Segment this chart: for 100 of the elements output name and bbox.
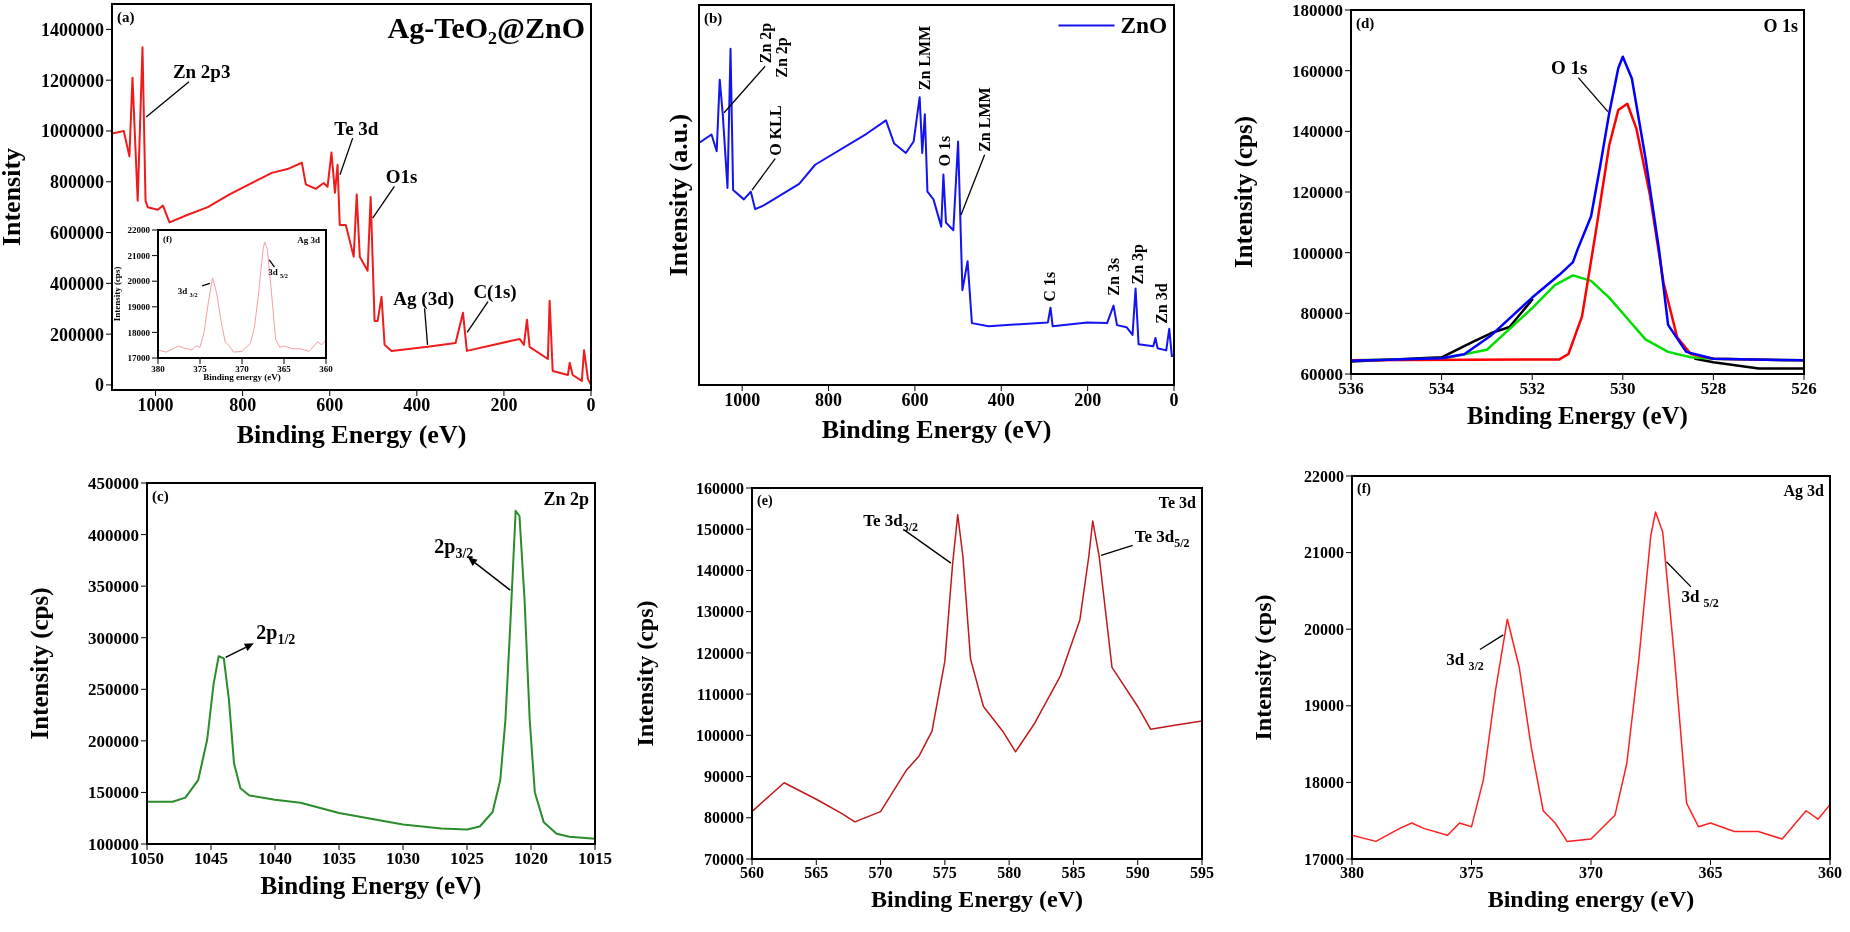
- x-tick-label: 595: [1190, 864, 1214, 882]
- x-tick-label: 800: [815, 389, 843, 410]
- y-tick-label: 80000: [1300, 304, 1343, 324]
- y-tick-label: 300000: [88, 628, 139, 648]
- x-axis-title: Binding Energy (eV): [236, 419, 467, 449]
- y-tick-label: 21000: [127, 250, 151, 261]
- x-tick-label: 600: [316, 394, 344, 415]
- y-tick-label: 80000: [704, 809, 744, 827]
- x-tick-label: 1030: [386, 849, 420, 869]
- y-tick-label: 18000: [1304, 774, 1344, 792]
- annotation: Te 3d$_{5/2}$: [1134, 526, 1190, 551]
- x-tick-label: 600: [901, 389, 929, 410]
- x-tick-label: 400: [987, 389, 1015, 410]
- x-tick-label: 565: [804, 864, 829, 882]
- y-tick-label: 1000000: [41, 121, 104, 142]
- annotation: Zn 3s: [1104, 257, 1122, 296]
- x-tick-label: 580: [997, 864, 1022, 882]
- line-series: [1351, 55, 1804, 362]
- x-tick-label: 370: [1579, 864, 1603, 882]
- x-tick-label: 800: [229, 394, 257, 415]
- annotation: (e): [757, 493, 773, 509]
- x-tick-label: 370: [235, 364, 250, 375]
- y-tick-label: 140000: [1292, 122, 1343, 142]
- y-tick-label: 20000: [127, 276, 151, 287]
- y-tick-label: 450000: [88, 474, 139, 494]
- y-axis-title: Intensity: [0, 147, 27, 247]
- y-tick-label: 350000: [88, 577, 139, 597]
- y-tick-label: 20000: [1304, 620, 1344, 638]
- y-axis-title: Intensity (cps): [632, 600, 659, 747]
- x-tick-label: 530: [1610, 379, 1636, 399]
- y-tick-label: 90000: [704, 768, 744, 786]
- y-tick-label: 800000: [50, 172, 104, 193]
- y-tick-label: 19000: [1304, 697, 1344, 715]
- x-tick-label: 1040: [258, 849, 292, 869]
- annotation: Zn 3p: [1128, 243, 1147, 285]
- annotation: (f): [1357, 481, 1372, 497]
- x-axis-title: Binding energy (eV): [1487, 885, 1695, 912]
- chart-title: Zn 2p: [543, 489, 589, 509]
- x-tick-label: 528: [1700, 379, 1727, 399]
- x-axis-title: Binding energy (eV): [203, 372, 281, 383]
- y-tick-label: 22000: [127, 225, 151, 236]
- x-tick-label: 365: [277, 364, 292, 375]
- y-axis-title: Intensity (a.u.): [664, 113, 694, 277]
- y-tick-label: 400000: [50, 273, 104, 294]
- x-axis-title: Binding Energy (eV): [870, 885, 1084, 912]
- annotation: Zn 2p: [756, 22, 775, 64]
- x-tick-label: 534: [1428, 379, 1455, 399]
- y-tick-label: 150000: [696, 520, 744, 538]
- annotation: 3d $_{3/2}$: [177, 285, 198, 298]
- x-tick-label: 375: [1459, 864, 1484, 882]
- x-tick-label: 1020: [514, 849, 548, 869]
- x-tick-label: 1000: [137, 394, 174, 415]
- chart-title: O 1s: [1763, 16, 1798, 36]
- annotation: Zn LMM: [976, 87, 994, 152]
- y-tick-label: 180000: [1292, 1, 1343, 21]
- y-tick-label: 140000: [696, 562, 744, 580]
- x-tick-label: 1000: [724, 389, 761, 410]
- x-tick-label: 375: [193, 364, 208, 375]
- annotation: Te 3d: [334, 117, 379, 139]
- y-tick-label: 100000: [1292, 243, 1343, 263]
- x-tick-label: 0: [1169, 389, 1179, 410]
- annotation: Ag (3d): [393, 287, 455, 310]
- annotation: Zn LMM: [915, 25, 933, 91]
- chart-title: Te 3d: [1158, 494, 1197, 511]
- y-tick-label: 110000: [696, 685, 744, 703]
- y-tick-label: 22000: [1304, 467, 1344, 485]
- x-tick-label: 200: [490, 394, 518, 415]
- text: Ag 3d: [297, 235, 320, 245]
- y-tick-label: 120000: [696, 644, 744, 662]
- annotation: (a): [117, 9, 135, 26]
- y-tick-label: 200000: [88, 731, 139, 751]
- line-series: [752, 514, 1202, 823]
- annotation: 3d $_{5/2}$: [1681, 586, 1719, 611]
- annotation: Zn 3d: [1153, 283, 1171, 324]
- y-tick-label: 21000: [1304, 544, 1344, 562]
- y-tick-label: 100000: [696, 727, 744, 745]
- x-tick-label: 1015: [578, 849, 612, 869]
- x-tick-label: 400: [403, 394, 431, 415]
- x-tick-label: 1035: [322, 849, 356, 869]
- x-tick-label: 575: [932, 864, 957, 882]
- x-tick-label: 200: [1074, 389, 1102, 410]
- y-tick-label: 400000: [88, 525, 139, 545]
- annotation: 2p$_{1/2}$: [256, 621, 296, 648]
- y-tick-label: 120000: [1292, 183, 1343, 203]
- x-tick-label: 585: [1061, 864, 1086, 882]
- x-tick-label: 1050: [130, 849, 164, 869]
- annotation: 3d $_{3/2}$: [1446, 649, 1484, 673]
- x-tick-label: 380: [151, 364, 166, 375]
- y-tick-label: 130000: [696, 603, 744, 621]
- x-axis-title: Binding Energy (eV): [821, 414, 1052, 444]
- y-tick-label: 19000: [127, 301, 151, 312]
- y-tick-label: 160000: [696, 479, 744, 497]
- annotation: Zn 2p3: [172, 60, 231, 82]
- text: (b): [704, 10, 723, 27]
- y-tick-label: 1200000: [41, 70, 104, 91]
- x-tick-label: 532: [1519, 379, 1545, 399]
- annotation: Zn 2p: [772, 37, 791, 78]
- y-tick-label: 150000: [88, 783, 139, 803]
- x-tick-label: 1045: [194, 849, 228, 869]
- chart-title: Ag 3d: [1783, 482, 1825, 500]
